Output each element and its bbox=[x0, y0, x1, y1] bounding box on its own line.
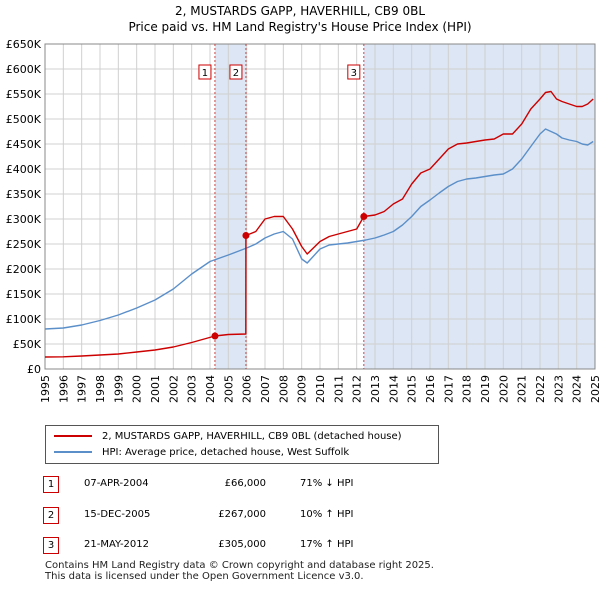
x-tick-label: 2013 bbox=[369, 375, 382, 403]
y-tick-label: £450K bbox=[6, 138, 42, 151]
x-tick-label: 2012 bbox=[351, 375, 364, 403]
sale-price: £267,000 bbox=[218, 509, 266, 520]
sale-date: 15-DEC-2005 bbox=[84, 509, 151, 520]
x-tick-label: 2024 bbox=[571, 375, 584, 403]
x-tick-label: 2007 bbox=[259, 375, 272, 403]
sale-point bbox=[360, 213, 368, 220]
y-tick-label: £250K bbox=[6, 238, 42, 251]
chart-subtitle: Price paid vs. HM Land Registry's House … bbox=[128, 20, 472, 34]
x-tick-label: 2014 bbox=[387, 375, 400, 403]
legend-item-hpi: HPI: Average price, detached house, West… bbox=[54, 447, 349, 458]
footer-licence: This data is licensed under the Open Gov… bbox=[45, 571, 364, 582]
x-tick-label: 2011 bbox=[332, 375, 345, 403]
price-series-line bbox=[44, 90, 594, 358]
y-tick-label: £50K bbox=[13, 338, 42, 351]
x-tick-label: 1998 bbox=[94, 375, 107, 403]
sale-price: £305,000 bbox=[218, 539, 266, 550]
x-tick-label: 2003 bbox=[186, 375, 199, 403]
sale-number-badge: 3 bbox=[43, 537, 59, 554]
footer-copyright: Contains HM Land Registry data © Crown c… bbox=[45, 560, 434, 571]
x-tick-label: 2001 bbox=[149, 375, 162, 403]
x-tick-label: 2008 bbox=[277, 375, 290, 403]
y-tick-label: £400K bbox=[6, 163, 42, 176]
x-tick-label: 1999 bbox=[112, 375, 125, 403]
sale-point bbox=[242, 232, 250, 239]
sale-label-number: 3 bbox=[351, 68, 357, 79]
legend-item-price: 2, MUSTARDS GAPP, HAVERHILL, CB9 0BL (de… bbox=[54, 431, 402, 442]
sale-label-box bbox=[347, 64, 361, 80]
sale-date: 21-MAY-2012 bbox=[84, 539, 150, 550]
x-tick-label: 2015 bbox=[406, 375, 419, 403]
x-tick-label: 2010 bbox=[314, 375, 327, 403]
sale-row: 2 15-DEC-2005 £267,000 10% ↑ HPI bbox=[0, 507, 600, 525]
chart-legend: 2, MUSTARDS GAPP, HAVERHILL, CB9 0BL (de… bbox=[45, 425, 439, 464]
x-tick-label: 2018 bbox=[461, 375, 474, 403]
y-tick-label: £550K bbox=[6, 88, 42, 101]
x-tick-label: 1996 bbox=[57, 375, 70, 403]
x-tick-label: 2004 bbox=[204, 375, 217, 403]
sale-row: 1 07-APR-2004 £66,000 71% ↓ HPI bbox=[0, 476, 600, 494]
y-tick-label: £650K bbox=[6, 38, 42, 51]
y-tick-label: £0 bbox=[27, 363, 41, 376]
y-tick-label: £100K bbox=[6, 313, 42, 326]
sale-row: 3 21-MAY-2012 £305,000 17% ↑ HPI bbox=[0, 537, 600, 555]
x-tick-label: 2021 bbox=[516, 375, 529, 403]
x-tick-label: 2009 bbox=[296, 375, 309, 403]
x-tick-label: 2023 bbox=[552, 375, 565, 403]
legend-label-price: 2, MUSTARDS GAPP, HAVERHILL, CB9 0BL (de… bbox=[102, 431, 402, 442]
price-chart: £0 £50K £100K £150K £200K £250K £300K £350K £400… bbox=[6, 38, 600, 403]
x-tick-label: 2005 bbox=[222, 375, 235, 403]
x-tick-label: 1995 bbox=[39, 375, 52, 403]
sale-hpi-diff: 17% ↑ HPI bbox=[300, 539, 354, 550]
x-tick-label: 2022 bbox=[534, 375, 547, 403]
sale-label-number: 2 bbox=[233, 68, 239, 79]
sale-hpi-diff: 10% ↑ HPI bbox=[300, 509, 354, 520]
sale-number-badge: 1 bbox=[43, 476, 59, 493]
sale-label-number: 1 bbox=[202, 68, 208, 79]
sale-point bbox=[211, 332, 219, 340]
plot-frame bbox=[44, 43, 596, 370]
x-tick-label: 2025 bbox=[589, 375, 600, 403]
sale-span-shade bbox=[214, 44, 246, 369]
y-tick-label: £500K bbox=[6, 113, 42, 126]
sale-label-box bbox=[229, 64, 243, 80]
y-tick-label: £600K bbox=[6, 63, 42, 76]
y-tick-label: £150K bbox=[6, 288, 42, 301]
x-tick-label: 2016 bbox=[424, 375, 437, 403]
x-tick-label: 2002 bbox=[167, 375, 180, 403]
sale-price: £66,000 bbox=[224, 478, 266, 489]
sale-date: 07-APR-2004 bbox=[84, 478, 149, 489]
legend-swatch-hpi bbox=[54, 451, 92, 453]
sale-number-badge: 2 bbox=[43, 507, 59, 524]
y-tick-label: £300K bbox=[6, 213, 42, 226]
legend-swatch-price bbox=[54, 435, 92, 437]
chart-title: 2, MUSTARDS GAPP, HAVERHILL, CB9 0BL bbox=[174, 4, 425, 18]
x-tick-label: 2017 bbox=[442, 375, 455, 403]
x-tick-label: 2020 bbox=[497, 375, 510, 403]
x-tick-label: 2019 bbox=[479, 375, 492, 403]
sale-span-shade bbox=[363, 44, 595, 369]
x-tick-label: 2000 bbox=[131, 375, 144, 403]
hpi-series-line bbox=[44, 128, 594, 330]
x-tick-label: 1997 bbox=[76, 375, 89, 403]
y-tick-label: £200K bbox=[6, 263, 42, 276]
x-tick-label: 2006 bbox=[241, 375, 254, 403]
sale-hpi-diff: 71% ↓ HPI bbox=[300, 478, 354, 489]
legend-label-hpi: HPI: Average price, detached house, West… bbox=[102, 447, 350, 458]
y-tick-label: £350K bbox=[6, 188, 42, 201]
sale-label-box bbox=[198, 64, 212, 80]
